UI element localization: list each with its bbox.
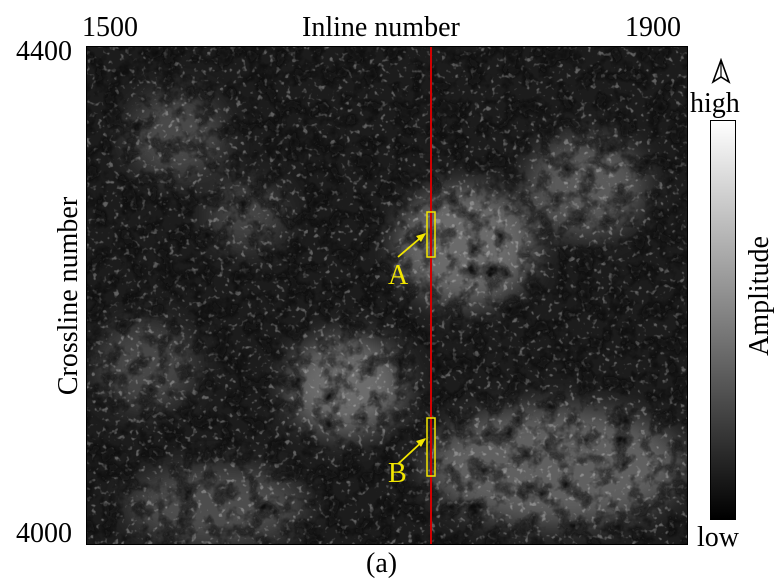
y-axis-label: Crossline number	[53, 196, 84, 396]
colorbar-label: Amplitude	[744, 236, 775, 356]
arrow-a-head	[416, 233, 426, 242]
arrow-b-head	[416, 438, 426, 447]
figure-caption: (a)	[366, 548, 398, 579]
seismic-amplitude-map: A B	[86, 46, 688, 545]
highlight-box-b	[426, 417, 436, 477]
x-axis-label: Inline number	[302, 12, 460, 43]
x-tick-1500: 1500	[82, 12, 138, 43]
label-b: B	[388, 458, 407, 489]
y-tick-4000: 4000	[16, 518, 72, 549]
colorbar	[710, 120, 736, 520]
north-arrow-icon	[711, 58, 731, 84]
highlight-box-a	[426, 211, 436, 258]
label-a: A	[388, 260, 409, 291]
x-tick-1900: 1900	[625, 12, 681, 43]
colorbar-low-label: low	[697, 522, 739, 553]
y-tick-4400: 4400	[16, 36, 72, 67]
colorbar-high-label: high	[690, 88, 740, 119]
